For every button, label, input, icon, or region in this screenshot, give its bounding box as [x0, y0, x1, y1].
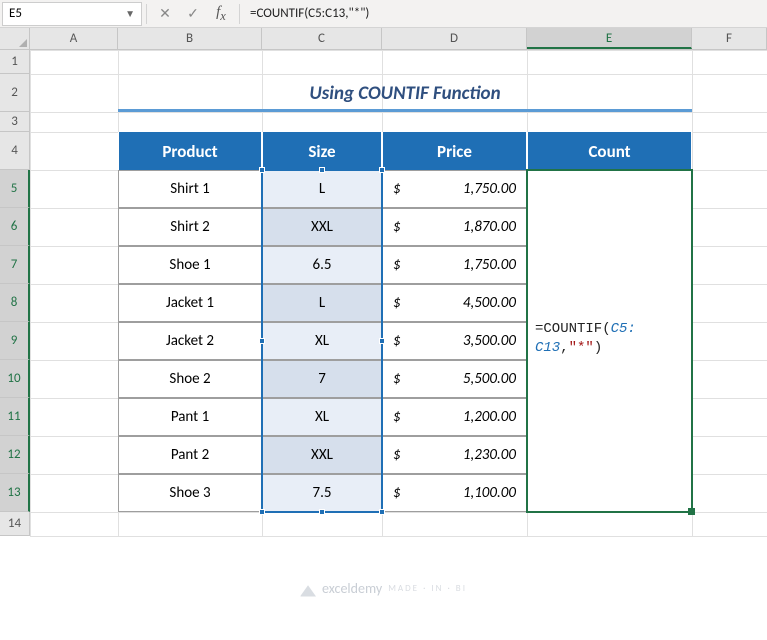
title-text: Using COUNTIF Function [309, 82, 500, 105]
size-cell[interactable]: 7.5 [262, 474, 382, 512]
price-cell[interactable]: $5,500.00 [382, 360, 527, 398]
row-header-1[interactable]: 1 [0, 50, 30, 74]
price-cell[interactable]: $1,200.00 [382, 398, 527, 436]
size-cell[interactable]: 6.5 [262, 246, 382, 284]
price-cell[interactable]: $3,500.00 [382, 322, 527, 360]
column-headers: ABCDEF [0, 28, 767, 50]
size-cell[interactable]: XXL [262, 208, 382, 246]
title-underline [118, 109, 692, 112]
row-header-2[interactable]: 2 [0, 74, 30, 112]
table-header-size: Size [262, 132, 382, 170]
row-header-9[interactable]: 9 [0, 322, 30, 360]
row-header-6[interactable]: 6 [0, 208, 30, 246]
size-cell[interactable]: XL [262, 398, 382, 436]
product-cell[interactable]: Shoe 2 [118, 360, 262, 398]
row-header-7[interactable]: 7 [0, 246, 30, 284]
product-cell[interactable]: Shirt 1 [118, 170, 262, 208]
product-cell[interactable]: Shirt 2 [118, 208, 262, 246]
price-cell[interactable]: $1,870.00 [382, 208, 527, 246]
watermark-icon [300, 581, 316, 597]
size-cell[interactable]: L [262, 284, 382, 322]
watermark-sub: MADE · IN · BI [388, 583, 467, 594]
size-cell[interactable]: 7 [262, 360, 382, 398]
watermark: exceldemy MADE · IN · BI [300, 580, 467, 597]
row-header-12[interactable]: 12 [0, 436, 30, 474]
product-cell[interactable]: Jacket 1 [118, 284, 262, 322]
row-headers: 1234567891011121314 [0, 50, 30, 536]
name-box[interactable]: E5 ▼ [2, 2, 142, 26]
price-cell[interactable]: $1,230.00 [382, 436, 527, 474]
table-header-price: Price [382, 132, 527, 170]
cancel-icon[interactable]: ✕ [151, 5, 179, 22]
price-cell[interactable]: $1,750.00 [382, 246, 527, 284]
col-header-D[interactable]: D [382, 28, 527, 49]
product-cell[interactable]: Shoe 3 [118, 474, 262, 512]
col-header-C[interactable]: C [262, 28, 382, 49]
select-all-corner[interactable] [0, 28, 30, 49]
col-header-F[interactable]: F [692, 28, 767, 49]
product-cell[interactable]: Shoe 1 [118, 246, 262, 284]
formula-bar-toolbar: E5 ▼ ✕ ✓ fx =COUNTIF(C5:C13,"*") [0, 0, 767, 28]
price-cell[interactable]: $1,750.00 [382, 170, 527, 208]
separator [239, 4, 240, 24]
cell-editing-formula[interactable]: =COUNTIF(C5:C13,"*") [529, 316, 690, 362]
size-cell[interactable]: L [262, 170, 382, 208]
row-header-10[interactable]: 10 [0, 360, 30, 398]
size-cell[interactable]: XL [262, 322, 382, 360]
spreadsheet-grid: ABCDEF 1234567891011121314 Using COUNTIF… [0, 28, 767, 536]
row-header-8[interactable]: 8 [0, 284, 30, 322]
row-header-13[interactable]: 13 [0, 474, 30, 512]
row-header-5[interactable]: 5 [0, 170, 30, 208]
row-header-11[interactable]: 11 [0, 398, 30, 436]
price-cell[interactable]: $1,100.00 [382, 474, 527, 512]
col-header-A[interactable]: A [30, 28, 118, 49]
price-cell[interactable]: $4,500.00 [382, 284, 527, 322]
product-cell[interactable]: Jacket 2 [118, 322, 262, 360]
enter-icon[interactable]: ✓ [179, 5, 207, 22]
name-box-value: E5 [9, 6, 22, 21]
cells-area[interactable]: Using COUNTIF Function ProductSizePriceC… [30, 50, 767, 536]
chevron-down-icon[interactable]: ▼ [125, 7, 135, 20]
col-header-E[interactable]: E [527, 28, 692, 49]
table-header-product: Product [118, 132, 262, 170]
table-header-count: Count [527, 132, 692, 170]
product-cell[interactable]: Pant 1 [118, 398, 262, 436]
separator [146, 4, 147, 24]
col-header-B[interactable]: B [118, 28, 262, 49]
row-header-14[interactable]: 14 [0, 512, 30, 536]
watermark-text: exceldemy [322, 580, 382, 597]
product-cell[interactable]: Pant 2 [118, 436, 262, 474]
row-header-4[interactable]: 4 [0, 132, 30, 170]
row-header-3[interactable]: 3 [0, 112, 30, 132]
page-title: Using COUNTIF Function [118, 74, 692, 112]
formula-bar-input[interactable]: =COUNTIF(C5:C13,"*") [244, 6, 767, 21]
size-cell[interactable]: XXL [262, 436, 382, 474]
fx-icon[interactable]: fx [207, 4, 235, 24]
